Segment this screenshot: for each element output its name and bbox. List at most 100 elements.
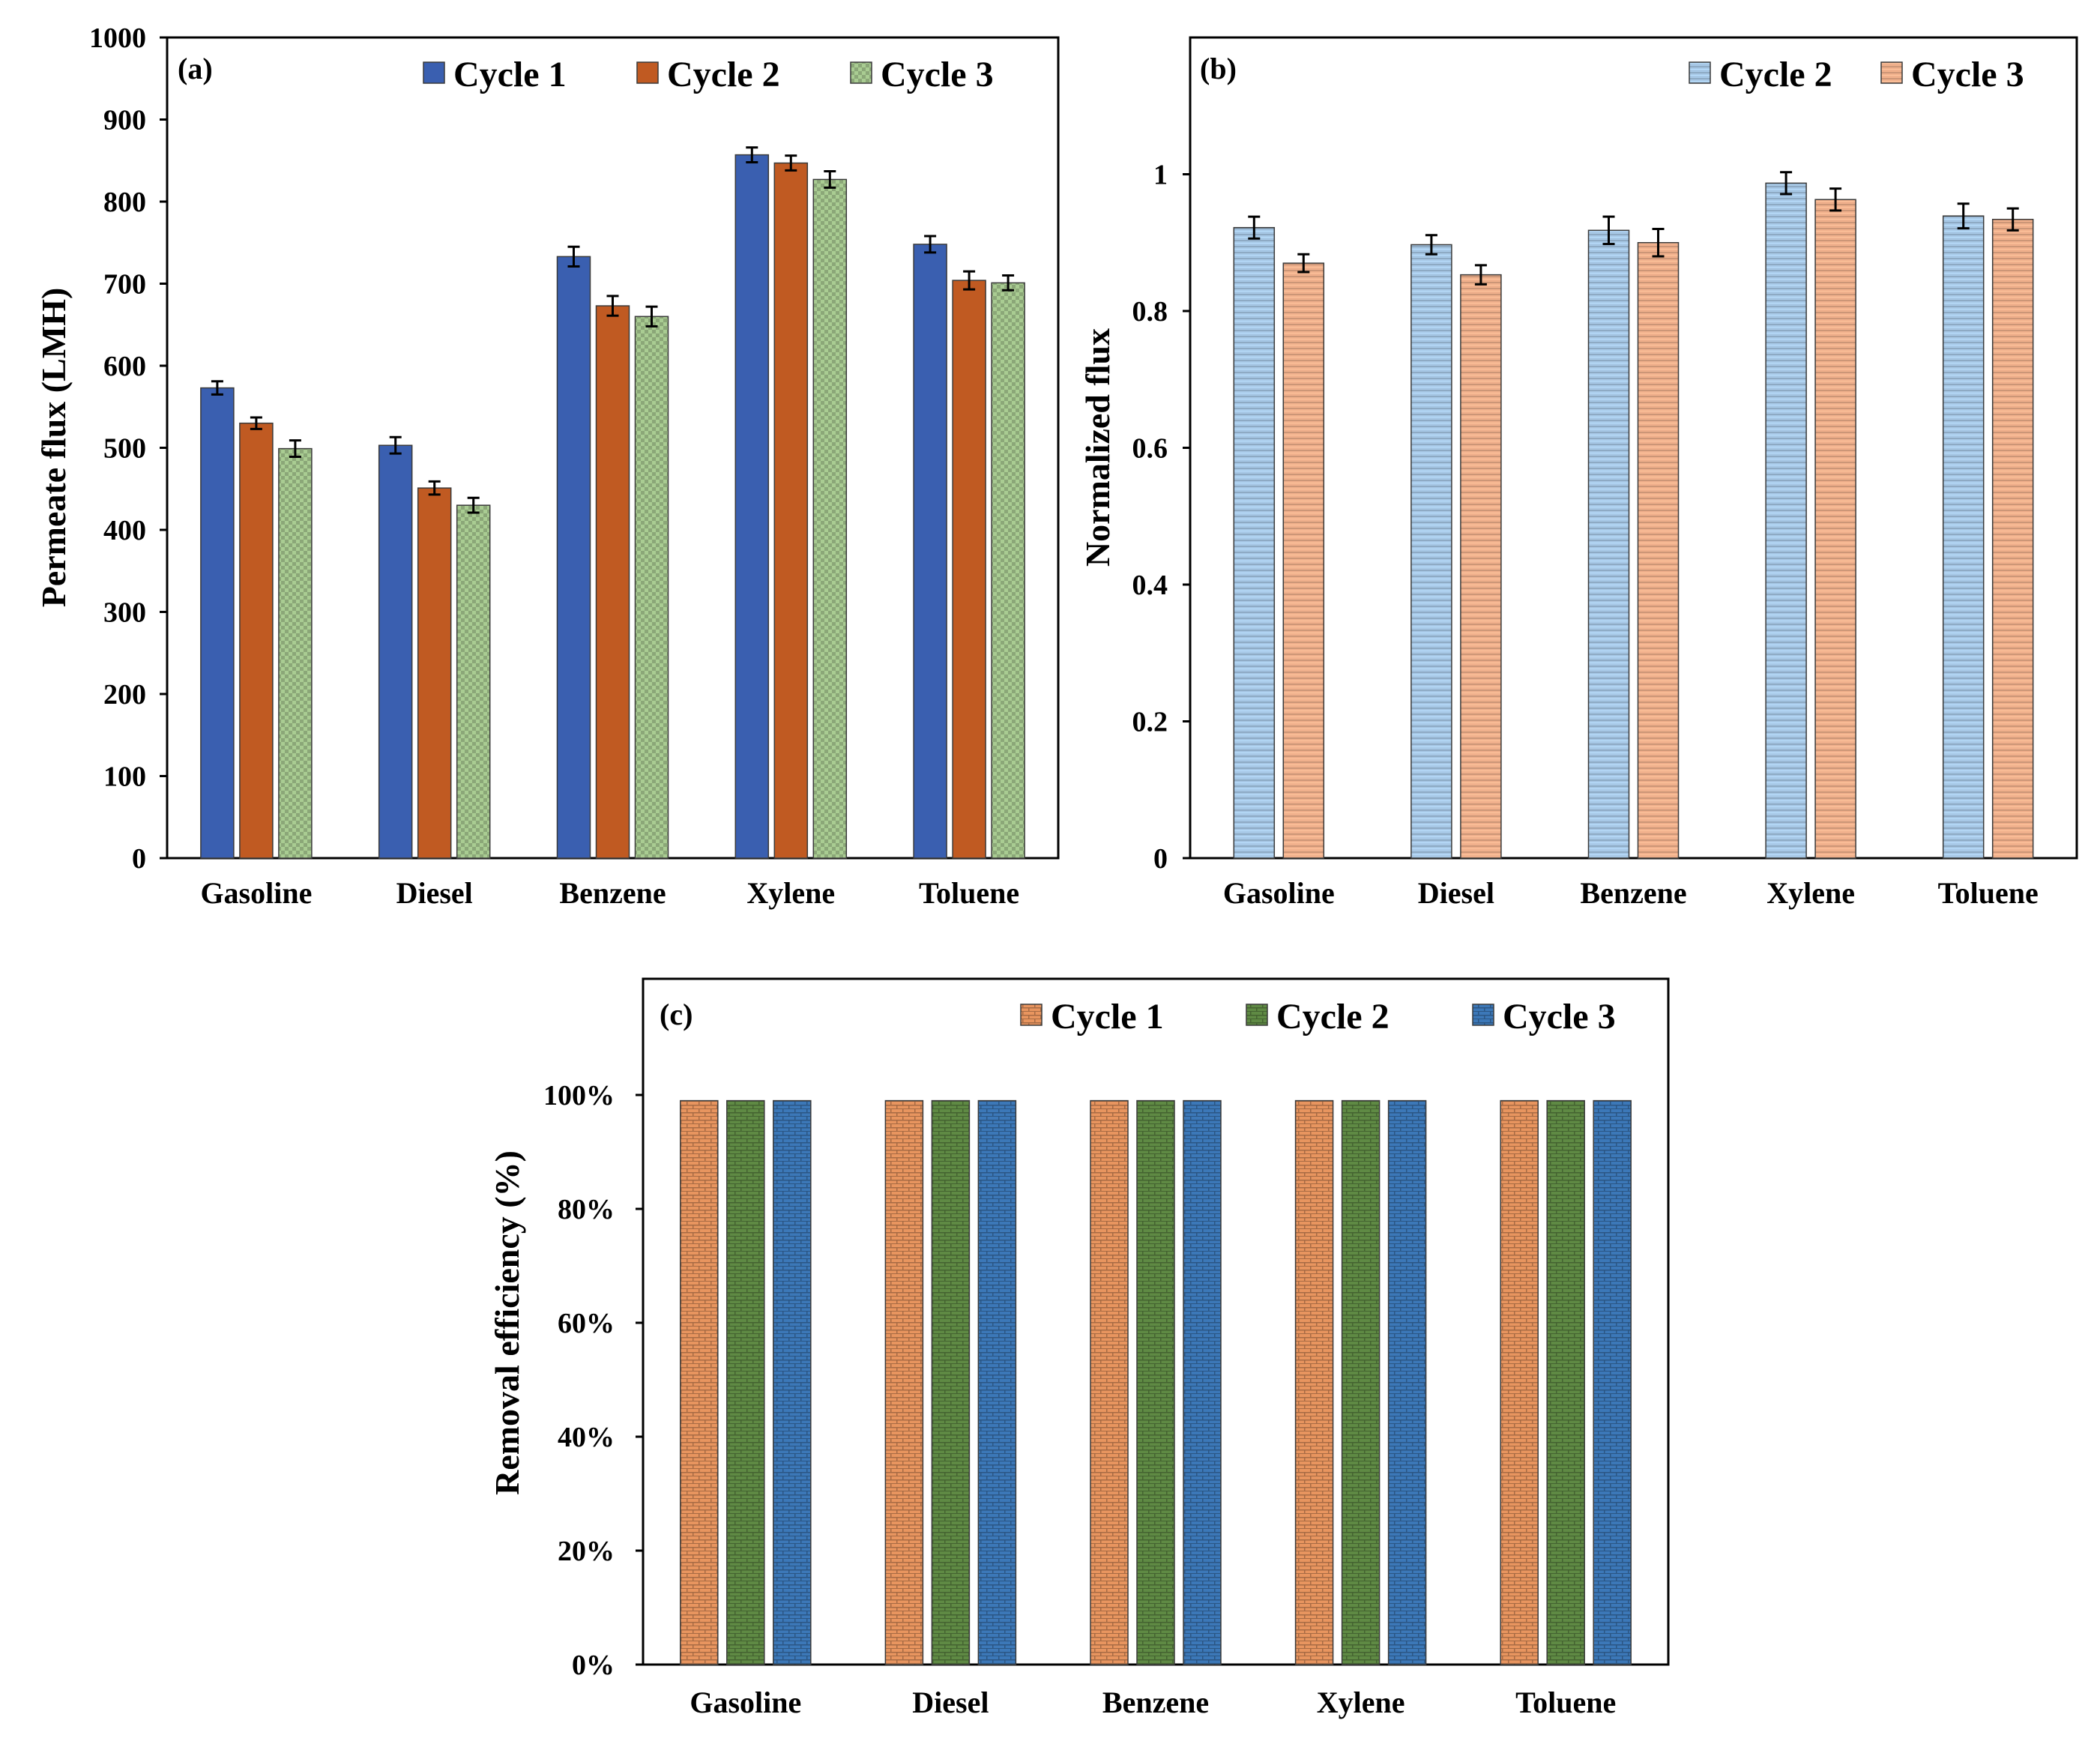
panel-c-x-tick-label: Xylene — [1317, 1686, 1405, 1719]
panel-c-bar-gasoline-cycle-2 — [726, 1099, 765, 1665]
panel-b-error-bar — [1474, 264, 1487, 286]
panel-b-x-tick-label: Toluene — [1938, 876, 2039, 910]
panel-c-y-tick-label: 40% — [558, 1422, 615, 1453]
panel-a-x-tick-label: Gasoline — [200, 876, 312, 910]
panel-c-bar-xylene-cycle-2 — [1341, 1099, 1381, 1665]
panel-b-bar-toluene-cycle-3 — [1991, 218, 2034, 859]
panel-a-y-tick-label: 900 — [103, 105, 146, 136]
panel-c-y-axis-label: Removal efficiency (%) — [488, 1150, 526, 1495]
panel-c-bar-gasoline-cycle-1 — [680, 1099, 719, 1665]
panel-c-legend-swatch — [1020, 1004, 1043, 1026]
panel-b-error-bar — [1652, 228, 1665, 258]
panel-a-x-tick-label: Xylene — [746, 876, 835, 910]
panel-c-x-tick-label: Diesel — [912, 1686, 989, 1719]
panel-a-error-bar — [250, 416, 262, 430]
panel-b-error-bar — [1957, 202, 1970, 230]
panel-c-y-ticks: 0% 20% 40% 60% 80% 100% — [543, 1080, 643, 1681]
panel-c-legend-label: Cycle 1 — [1051, 997, 1164, 1037]
panel-c-legend-label: Cycle 3 — [1503, 997, 1616, 1037]
panel-b-y-tick-label: 0 — [1153, 843, 1168, 875]
panel-a-error-bar — [924, 235, 937, 254]
panel-a-y-axis-label: Permeate flux (LMH) — [34, 288, 73, 608]
panel-b-error-bars — [1248, 171, 2019, 286]
panel-c-x-tick-label: Toluene — [1515, 1686, 1616, 1719]
panel-b-bar-benzene-cycle-3 — [1637, 242, 1680, 859]
panel-b-legend-item: Cycle 3 — [1880, 55, 2024, 94]
panel-c-bar-benzene-cycle-2 — [1136, 1099, 1175, 1665]
panel-c-bar-gasoline-cycle-3 — [773, 1099, 812, 1665]
panel-b-error-bar — [1248, 215, 1261, 240]
panel-b-x-tick-label: Benzene — [1580, 876, 1686, 910]
panel-b-y-tick-label: 0.6 — [1132, 433, 1168, 465]
panel-a-error-bar — [428, 480, 441, 496]
panel-c-label: (c) — [660, 998, 693, 1031]
panel-b-bar-toluene-cycle-2 — [1942, 215, 1985, 859]
panel-c-chart: (c) Removal efficiency (%) 0% 20% 40% 60% 80… — [488, 977, 1670, 1719]
panel-c-bars — [680, 1099, 1632, 1665]
panel-b-x-tick-label: Xylene — [1766, 876, 1855, 910]
panel-c-y-tick-label: 20% — [558, 1536, 615, 1567]
panel-a-y-tick-label: 0 — [132, 843, 146, 875]
panel-b-error-bar — [1780, 171, 1793, 196]
panel-a-y-tick-label: 400 — [103, 515, 146, 546]
panel-b-bar-diesel-cycle-2 — [1410, 244, 1452, 859]
panel-a-error-bar — [1002, 274, 1015, 292]
panel-b-bar-gasoline-cycle-2 — [1233, 226, 1276, 859]
panel-b-y-tick-label: 0.8 — [1132, 296, 1168, 328]
panel-a-x-tick-label: Toluene — [919, 876, 1019, 910]
panel-a-y-tick-label: 200 — [103, 679, 146, 710]
panel-a-x-tick-labels: Gasoline Diesel Benzene Xylene Toluene — [200, 876, 1019, 910]
panel-a-error-bar — [824, 169, 836, 189]
panel-a-error-bar — [606, 295, 619, 317]
panel-c-bar-xylene-cycle-1 — [1294, 1099, 1334, 1665]
panel-c-legend: Cycle 1 Cycle 2 Cycle 3 — [1020, 997, 1616, 1037]
panel-b-legend-label: Cycle 3 — [1911, 55, 2024, 94]
panel-b-x-tick-labels: Gasoline Diesel Benzene Xylene Toluene — [1223, 876, 2039, 910]
panel-c-x-tick-labels: Gasoline Diesel Benzene Xylene Toluene — [690, 1686, 1616, 1719]
panel-b-error-bar — [1297, 253, 1310, 274]
panel-c-y-tick-label: 100% — [543, 1080, 615, 1111]
panel-a-error-bar — [211, 380, 223, 396]
panel-c-bar-diesel-cycle-2 — [931, 1099, 971, 1665]
panel-b-y-tick-label: 0.4 — [1132, 570, 1168, 601]
panel-a-y-tick-label: 600 — [103, 351, 146, 382]
panel-a-legend-label: Cycle 2 — [667, 55, 780, 94]
panel-b-y-ticks: 0 0.2 0.4 0.6 0.8 1 — [1132, 160, 1190, 875]
panel-a-bar-xylene-cycle-3 — [812, 178, 848, 859]
panel-a-legend-item: Cycle 2 — [636, 55, 780, 94]
panel-b-y-tick-label: 0.2 — [1132, 707, 1168, 738]
panel-b-legend-item: Cycle 2 — [1689, 55, 1832, 94]
panel-a-label: (a) — [178, 52, 213, 85]
panel-a-bar-diesel-cycle-2 — [417, 487, 452, 859]
panel-c-legend-swatch — [1246, 1004, 1268, 1026]
panel-a-legend-item: Cycle 3 — [850, 55, 994, 94]
panel-c-legend-label: Cycle 2 — [1276, 997, 1390, 1037]
panel-c-bar-toluene-cycle-3 — [1593, 1099, 1632, 1665]
panel-b-y-axis-label: Normalized flux — [1078, 328, 1117, 567]
panel-a-y-tick-label: 700 — [103, 269, 146, 301]
panel-b-bar-gasoline-cycle-3 — [1282, 262, 1325, 859]
panel-c-legend-swatch — [1472, 1004, 1494, 1026]
panel-b-x-tick-label: Gasoline — [1223, 876, 1335, 910]
panel-a-error-bar — [785, 154, 797, 172]
panel-a-legend-swatch — [423, 61, 445, 84]
panel-c-bar-toluene-cycle-1 — [1500, 1099, 1539, 1665]
panel-b-frame — [1189, 36, 2078, 860]
panel-a-error-bar — [467, 496, 480, 514]
panel-a-bar-xylene-cycle-1 — [734, 154, 770, 859]
panel-b-bar-diesel-cycle-3 — [1460, 274, 1502, 859]
panel-a-error-bar — [746, 146, 758, 163]
panel-b-y-tick-label: 1 — [1153, 160, 1168, 191]
panel-a-bar-toluene-cycle-2 — [952, 280, 986, 859]
panel-c-legend-item: Cycle 2 — [1246, 997, 1390, 1037]
panel-a-bar-toluene-cycle-1 — [913, 244, 947, 859]
panel-b-error-bar — [1425, 234, 1437, 256]
panel-c-legend-item: Cycle 1 — [1020, 997, 1164, 1037]
panel-a-bars — [200, 154, 1025, 859]
panel-a-bar-diesel-cycle-1 — [378, 444, 413, 859]
panel-b-x-tick-label: Diesel — [1418, 876, 1494, 910]
panel-b-legend-swatch — [1880, 61, 1903, 84]
panel-a-y-tick-label: 300 — [103, 597, 146, 629]
panel-c-bar-diesel-cycle-3 — [977, 1099, 1017, 1665]
